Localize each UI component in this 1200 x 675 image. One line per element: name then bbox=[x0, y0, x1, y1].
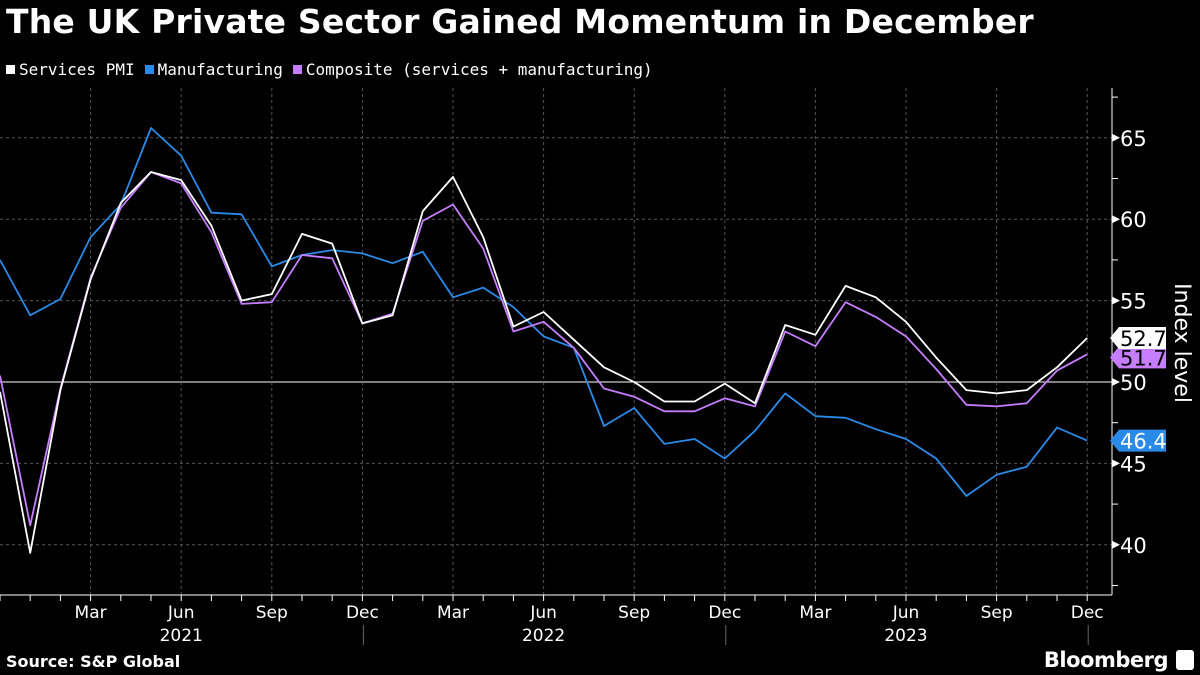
y-tick-label: 45 bbox=[1120, 452, 1147, 476]
chart-title: The UK Private Sector Gained Momentum in… bbox=[6, 2, 1034, 41]
x-tick-label: Dec bbox=[708, 603, 741, 623]
source-note: Source: S&P Global bbox=[6, 652, 181, 671]
end-label-box bbox=[1110, 327, 1166, 350]
y-tick-label: 55 bbox=[1120, 290, 1147, 314]
y-tick-label: 40 bbox=[1120, 534, 1147, 558]
y-tick-label: 60 bbox=[1120, 208, 1147, 232]
grid bbox=[0, 88, 1112, 595]
end-label-value: 52.7 bbox=[1120, 327, 1167, 351]
bloomberg-terminal-icon bbox=[1176, 650, 1194, 670]
series-line-manufacturing bbox=[0, 127, 1088, 497]
x-year-label: 2021 bbox=[160, 626, 203, 646]
series-line-composite bbox=[0, 171, 1088, 527]
y-tick-label: 50 bbox=[1120, 371, 1147, 395]
x-tick-label: Mar bbox=[75, 603, 107, 623]
legend: Services PMI Manufacturing Composite (se… bbox=[6, 60, 653, 79]
end-label-value: 46.4 bbox=[1120, 430, 1167, 454]
legend-swatch bbox=[144, 65, 154, 74]
series-line-services bbox=[0, 171, 1088, 554]
legend-label: Services PMI bbox=[19, 60, 135, 79]
y-tick-mark bbox=[1112, 296, 1120, 305]
x-year-label: 2023 bbox=[884, 626, 927, 646]
legend-item-composite: Composite (services + manufacturing) bbox=[292, 60, 653, 79]
x-tick-label: Dec bbox=[1071, 603, 1104, 623]
x-tick-label: Jun bbox=[167, 603, 195, 623]
legend-item-services: Services PMI bbox=[6, 60, 135, 79]
x-tick-label: Sep bbox=[256, 603, 288, 623]
x-tick-label: Jun bbox=[892, 603, 920, 623]
x-year-label: 2022 bbox=[522, 626, 565, 646]
legend-item-manufacturing: Manufacturing bbox=[144, 60, 283, 79]
y-tick-mark bbox=[1112, 459, 1120, 468]
y-tick-mark bbox=[1112, 540, 1120, 549]
legend-label: Manufacturing bbox=[157, 60, 283, 79]
series-lines bbox=[0, 127, 1088, 554]
x-tick-label: Jun bbox=[529, 603, 557, 623]
legend-label: Composite (services + manufacturing) bbox=[305, 60, 653, 79]
end-label-box bbox=[1110, 346, 1166, 369]
end-label-box bbox=[1110, 429, 1166, 452]
axes: 40 45 50 55 60 65 Mar Jun Sep Dec Mar Jun Sep Dec Mar J… bbox=[0, 88, 1147, 646]
x-tick-label: Mar bbox=[799, 603, 831, 623]
end-labels: 46.4 51.752.7 bbox=[1110, 327, 1167, 454]
y-tick-mark bbox=[1112, 378, 1120, 386]
legend-swatch bbox=[6, 65, 15, 74]
x-tick-label: Sep bbox=[618, 603, 650, 623]
legend-swatch bbox=[292, 65, 302, 74]
y-tick-mark bbox=[1112, 215, 1120, 224]
y-tick-mark bbox=[1112, 133, 1120, 142]
x-tick-label: Sep bbox=[981, 603, 1013, 623]
x-tick-label: Mar bbox=[437, 603, 469, 623]
bloomberg-logo: Bloomberg bbox=[1043, 648, 1169, 672]
end-label-value: 51.7 bbox=[1120, 346, 1167, 370]
x-tick-label: Dec bbox=[346, 603, 379, 623]
y-axis-label: Index level bbox=[1169, 283, 1194, 403]
y-tick-label: 65 bbox=[1120, 127, 1147, 151]
